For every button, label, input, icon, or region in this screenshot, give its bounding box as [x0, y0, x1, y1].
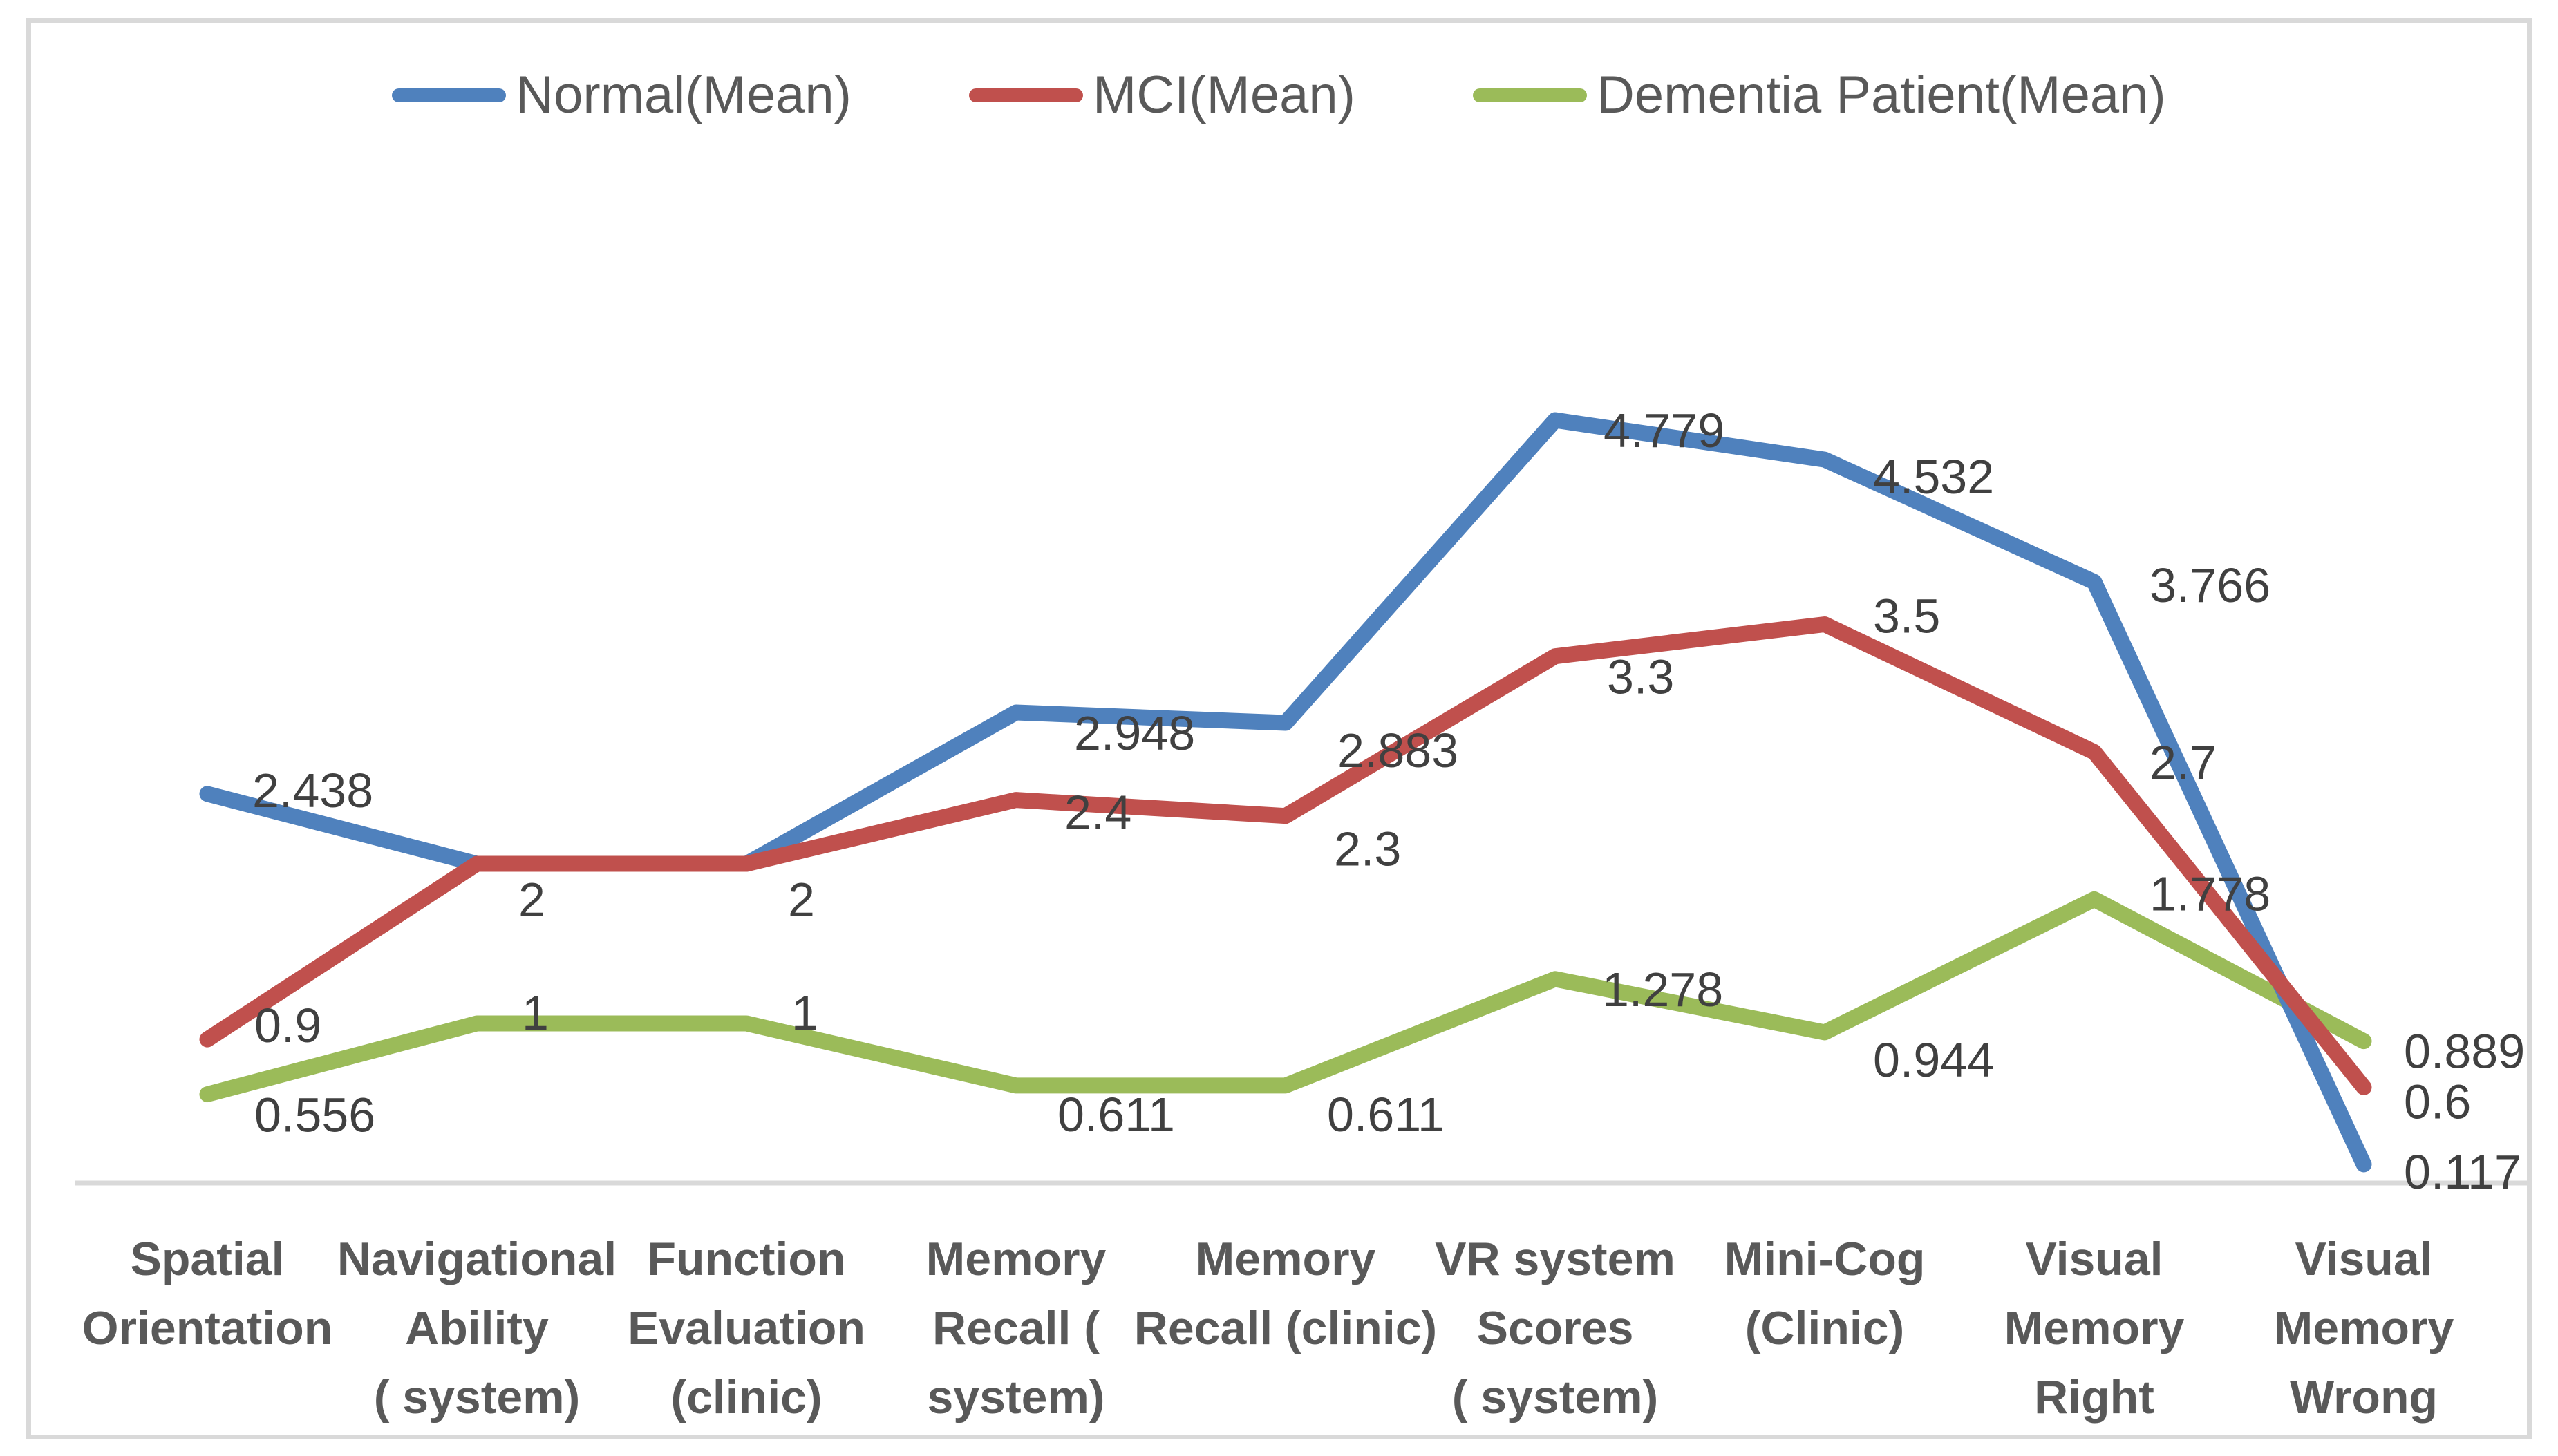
- category-label-6: Mini-Cog (Clinic): [1724, 1233, 1926, 1354]
- data-label: 1: [791, 986, 818, 1040]
- data-label: 0.944: [1873, 1033, 1994, 1087]
- data-label: 0.889: [2404, 1025, 2525, 1079]
- legend-label: MCI(Mean): [1092, 66, 1355, 124]
- data-label: 0.556: [254, 1088, 375, 1142]
- data-label: 1.778: [2150, 867, 2270, 920]
- data-label: 2: [518, 873, 545, 927]
- chart-legend: Normal(Mean) MCI(Mean) Dementia Patient(Me…: [0, 69, 2558, 122]
- legend-item-0: Normal(Mean): [392, 69, 852, 122]
- data-label: 2.7: [2150, 735, 2217, 789]
- series-line-0: [199, 412, 2372, 1173]
- category-label-4: Memory Recall (clinic): [1134, 1233, 1437, 1354]
- category-label-1: Navigational Ability( system): [337, 1233, 617, 1424]
- data-label: 3.3: [1607, 650, 1674, 704]
- category-label-7: Visual Memory Right: [2004, 1233, 2185, 1424]
- series-line-1: [199, 616, 2372, 1095]
- data-label: 0.6: [2404, 1075, 2471, 1128]
- data-label: 2.4: [1064, 786, 1131, 840]
- data-label: 3.5: [1873, 589, 1940, 643]
- legend-swatch-icon: [392, 88, 507, 102]
- data-label: 4.532: [1873, 450, 1994, 504]
- legend-label: Dementia Patient(Mean): [1596, 66, 2166, 124]
- data-label: 0.611: [1327, 1088, 1445, 1142]
- data-label: 3.766: [2150, 558, 2270, 612]
- legend-swatch-icon: [1472, 88, 1587, 102]
- data-label: 2: [788, 873, 815, 927]
- data-label: 1.278: [1602, 963, 1723, 1017]
- data-label: 0.117: [2404, 1145, 2521, 1199]
- data-label: 2.883: [1337, 724, 1458, 777]
- category-label-8: Visual Memory Wrong: [2274, 1233, 2454, 1424]
- category-label-0: Spatial Orientation: [82, 1233, 333, 1354]
- category-label-5: VR system Scores( system): [1435, 1233, 1675, 1424]
- category-label-2: Function Evaluation (clinic): [628, 1233, 865, 1424]
- data-label: 1: [522, 986, 549, 1040]
- legend-label: Normal(Mean): [516, 66, 852, 124]
- data-label: 2.3: [1334, 822, 1401, 876]
- series-line-2: [199, 891, 2372, 1103]
- data-label: 0.9: [254, 999, 321, 1052]
- data-label: 0.611: [1057, 1088, 1175, 1142]
- data-label: 2.948: [1074, 706, 1195, 760]
- category-label-3: Memory Recall (system): [926, 1233, 1107, 1424]
- data-label: 2.438: [252, 764, 373, 817]
- legend-swatch-icon: [968, 88, 1083, 102]
- legend-item-1: MCI(Mean): [968, 66, 1355, 124]
- legend-item-2: Dementia Patient(Mean): [1472, 66, 2166, 124]
- data-label: 4.779: [1604, 404, 1724, 457]
